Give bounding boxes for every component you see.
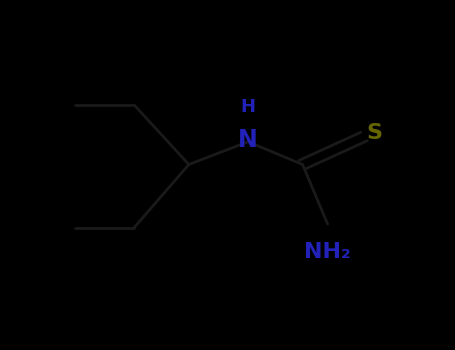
Text: N: N (238, 128, 258, 152)
Text: S: S (366, 123, 382, 143)
Text: NH₂: NH₂ (304, 241, 351, 261)
Text: H: H (241, 98, 255, 116)
